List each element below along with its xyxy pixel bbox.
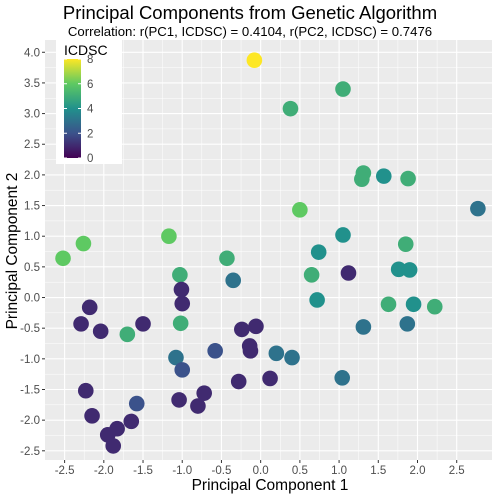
- data-point: [248, 318, 264, 335]
- x-tick-label: 2.5: [449, 465, 465, 477]
- y-tick-label: 1.5: [24, 201, 40, 213]
- y-tick-label: 1.0: [24, 231, 40, 243]
- data-point: [172, 267, 188, 283]
- y-tick-label: 3.5: [24, 78, 40, 90]
- data-point: [81, 299, 98, 316]
- data-point: [405, 296, 422, 313]
- data-point: [128, 395, 145, 412]
- data-point: [292, 202, 308, 218]
- x-tick-label: 1.5: [370, 465, 386, 477]
- y-tick-label: 0.5: [24, 262, 40, 274]
- x-tick-label: -2.5: [55, 465, 75, 477]
- y-tick-label: 2.5: [24, 139, 40, 151]
- data-point: [242, 343, 259, 359]
- data-point: [335, 81, 351, 97]
- y-tick-label: -0.5: [20, 323, 40, 335]
- data-point: [340, 265, 357, 281]
- data-point: [309, 292, 325, 308]
- data-point: [303, 267, 320, 283]
- data-point: [73, 316, 89, 332]
- colorbar: [64, 59, 81, 158]
- data-point: [123, 413, 140, 430]
- data-point: [470, 200, 486, 217]
- x-tick-label: -1.5: [133, 465, 153, 477]
- data-point: [75, 235, 92, 252]
- x-tick-label: 0.5: [292, 465, 308, 477]
- data-point: [84, 408, 100, 424]
- y-tick-label: -2.5: [20, 446, 40, 458]
- data-point: [375, 168, 392, 184]
- data-point: [246, 52, 263, 69]
- chart-title: Principal Components from Genetic Algori…: [62, 2, 438, 23]
- y-tick-label: 0.0: [24, 293, 40, 305]
- data-point: [262, 370, 278, 387]
- data-point: [380, 296, 397, 313]
- data-point: [397, 236, 414, 252]
- x-tick-label: 1.0: [331, 465, 347, 477]
- data-point: [173, 281, 190, 298]
- data-point: [92, 323, 109, 340]
- data-point: [334, 370, 351, 386]
- data-point: [310, 244, 327, 260]
- data-point: [135, 316, 151, 332]
- data-point: [77, 382, 94, 399]
- data-point: [168, 349, 184, 366]
- data-point: [174, 295, 191, 312]
- x-tick-label: 0.0: [253, 465, 269, 477]
- data-point: [55, 250, 71, 267]
- legend-title: ICDSC: [64, 42, 108, 58]
- data-point: [335, 227, 351, 243]
- data-point: [225, 272, 242, 289]
- data-point: [161, 228, 177, 245]
- data-point: [196, 385, 212, 401]
- y-tick-label: -1.0: [20, 354, 40, 366]
- data-point: [400, 170, 416, 187]
- data-point: [219, 250, 235, 267]
- major-gridlines: [45, 40, 492, 460]
- data-point: [399, 316, 416, 332]
- y-tick-label: 2.0: [24, 170, 40, 182]
- colorbar-tick-label: 4: [87, 104, 94, 116]
- data-point: [119, 326, 136, 343]
- colorbar-tick-label: 2: [87, 128, 93, 140]
- y-tick-label: -1.5: [20, 384, 40, 396]
- data-point: [234, 321, 250, 338]
- data-point: [171, 392, 187, 408]
- y-axis-ticks: -2.5 -2.0 -1.5 -1.0 -0.5 0.0 0.5 1.0 1.5 2.0 2.5 3.…: [20, 47, 45, 458]
- data-point: [268, 345, 285, 362]
- x-tick-label: -0.5: [212, 465, 232, 477]
- x-tick-label: 2.0: [410, 465, 426, 477]
- colorbar-tick-label: 6: [87, 79, 93, 91]
- data-points: [55, 52, 486, 454]
- data-point: [207, 343, 223, 359]
- data-point: [105, 438, 122, 454]
- data-point: [390, 261, 407, 278]
- data-point: [354, 171, 370, 187]
- data-point: [426, 298, 443, 315]
- data-point: [284, 349, 300, 366]
- y-axis-label: Principal Component 2: [4, 172, 21, 330]
- data-point: [230, 373, 247, 390]
- colorbar-ticks: 0 2 4 6 8: [64, 54, 94, 165]
- colorbar-tick-label: 8: [87, 54, 93, 66]
- data-point: [172, 315, 189, 332]
- data-point: [355, 319, 372, 335]
- y-tick-label: -2.0: [20, 415, 40, 427]
- data-point: [282, 100, 299, 117]
- x-tick-label: -1.0: [172, 465, 192, 477]
- data-point: [401, 262, 418, 278]
- colorbar-tick-label: 0: [87, 153, 93, 165]
- y-tick-label: 3.0: [24, 109, 40, 121]
- chart-subtitle: Correlation: r(PC1, ICDSC) = 0.4104, r(P…: [67, 24, 433, 39]
- x-tick-label: -2.0: [94, 465, 114, 477]
- y-tick-label: 4.0: [24, 47, 40, 59]
- color-legend: ICDSC 0 2 4 6 8: [56, 40, 122, 165]
- data-point: [174, 362, 191, 378]
- x-axis-label: Principal Component 1: [191, 477, 349, 494]
- x-axis-ticks: -2.5 -2.0 -1.5 -1.0 -0.5 0.0 0.5 1.0 1.5 2.0 2.5: [55, 460, 465, 477]
- data-point: [190, 398, 206, 414]
